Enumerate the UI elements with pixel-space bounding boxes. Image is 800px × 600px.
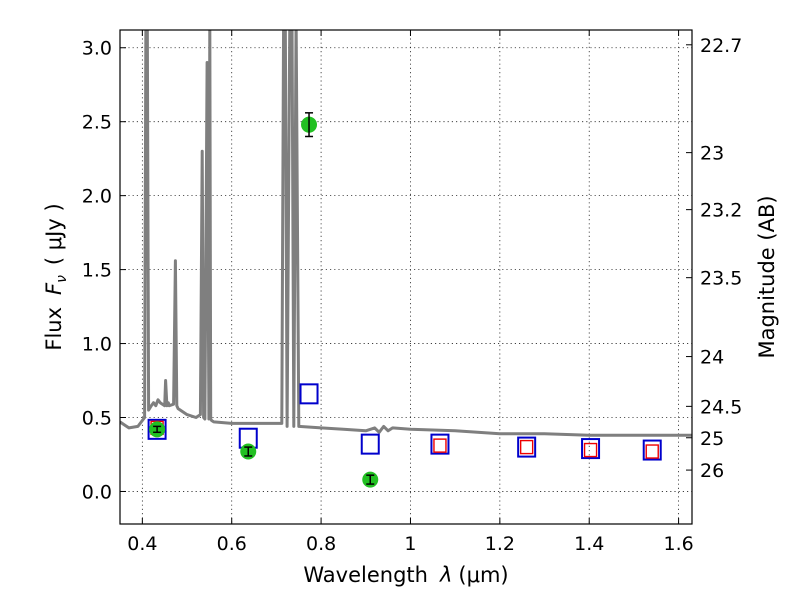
plot-frame bbox=[119, 29, 693, 525]
y-tick-label: 0.5 bbox=[82, 408, 112, 430]
right-axis-label: Magnitude (AB) bbox=[755, 195, 779, 358]
x-tick-label: 1.6 bbox=[663, 533, 693, 555]
observed-photometry-point bbox=[583, 442, 598, 458]
y2-tick-label: 24.5 bbox=[700, 396, 742, 418]
y-tick-label: 0.0 bbox=[82, 481, 112, 503]
observed-photometry-point bbox=[645, 444, 659, 459]
axes: 0.4 0.6 0.8 1 1.2 1.4 1.6 0.0 0.5 1.0 1.5 2.0 2.5 3.0… bbox=[82, 30, 742, 555]
x-axis-label: Wavelength λ (μm) bbox=[303, 563, 508, 587]
model-photometry-point bbox=[430, 433, 450, 455]
y-tick-label: 1.5 bbox=[82, 260, 112, 282]
y2-tick-label: 23 bbox=[700, 143, 724, 165]
x-tick-label: 0.8 bbox=[306, 533, 336, 555]
y2-tick-label: 24 bbox=[700, 347, 724, 369]
grid bbox=[120, 30, 692, 524]
observed-photometry-point bbox=[519, 439, 534, 455]
y2-tick-label: 25 bbox=[700, 428, 724, 450]
model-photometry-point bbox=[642, 439, 662, 461]
y2-tick-label: 23.5 bbox=[700, 268, 742, 290]
y-tick-label: 3.0 bbox=[82, 38, 112, 60]
plot-area bbox=[120, 30, 692, 488]
y-tick-label: 2.5 bbox=[82, 112, 112, 134]
model-photometry-point bbox=[299, 383, 319, 405]
y2-tick-label: 23.2 bbox=[700, 200, 742, 222]
y2-tick-label: 26 bbox=[700, 460, 724, 482]
model-spectrum-line bbox=[120, 30, 692, 437]
x-tick-label: 1.2 bbox=[485, 533, 515, 555]
model-photometry-point bbox=[517, 436, 537, 458]
y-axis-label: FluxFν( μJy ) bbox=[42, 203, 70, 350]
x-tick-label: 1.4 bbox=[574, 533, 604, 555]
model-photometry-point bbox=[147, 418, 167, 440]
y-tick-label: 1.0 bbox=[82, 334, 112, 356]
model-photometry-point bbox=[360, 433, 380, 455]
model-photometry-point bbox=[581, 438, 601, 460]
x-tick-label: 0.4 bbox=[127, 533, 157, 555]
y-tick-label: 2.0 bbox=[82, 186, 112, 208]
x-tick-label: 0.6 bbox=[217, 533, 247, 555]
observed-photometry-point bbox=[433, 438, 447, 453]
y2-tick-label: 22.7 bbox=[700, 35, 742, 57]
x-tick-label: 1 bbox=[404, 533, 416, 555]
